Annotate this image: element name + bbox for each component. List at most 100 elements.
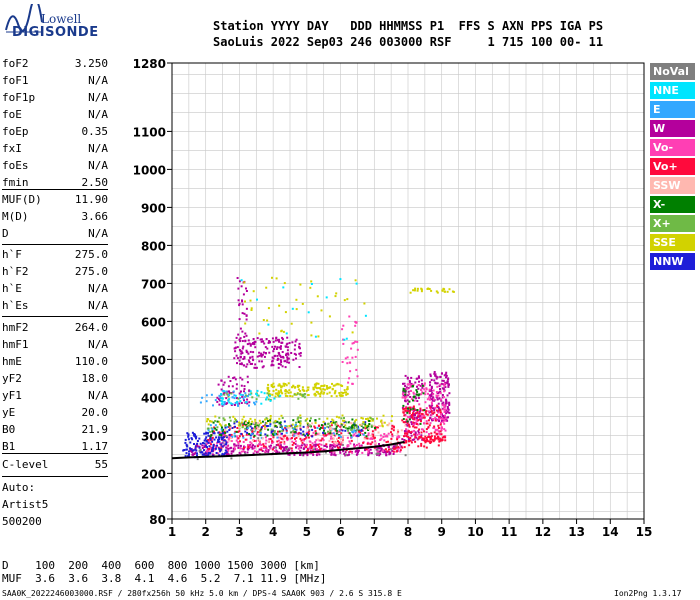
echo-point: [365, 448, 368, 451]
echo-point: [376, 448, 379, 451]
echo-point: [233, 443, 236, 446]
echo-point: [402, 408, 405, 411]
echo-point: [438, 417, 441, 420]
param-value: N/A: [88, 74, 108, 87]
echo-point: [301, 393, 304, 396]
echo-point: [280, 441, 283, 444]
echo-point: [416, 390, 419, 393]
echo-point: [358, 433, 360, 436]
header-line-2: SaoLuis 2022 Sep03 246 003000 RSF 1 715 …: [213, 35, 604, 49]
echo-point: [443, 436, 446, 439]
echo-point: [227, 399, 230, 402]
echo-point: [441, 387, 444, 390]
legend-item-noval: NoVal: [650, 63, 695, 80]
echo-point: [339, 436, 342, 438]
echo-point: [318, 428, 321, 431]
echo-point: [446, 394, 449, 397]
echo-point: [425, 413, 428, 416]
echo-point: [252, 351, 255, 354]
echo-point: [184, 441, 187, 444]
param-name: hmE: [2, 355, 22, 368]
echo-point: [341, 436, 344, 439]
echo-point: [436, 291, 439, 294]
echo-point: [299, 354, 302, 357]
echo-point: [336, 444, 338, 447]
echo-point: [224, 452, 227, 455]
echo-point: [314, 426, 317, 429]
echo-point: [264, 433, 267, 436]
echo-point: [414, 432, 417, 435]
echo-point: [335, 429, 338, 432]
echo-point: [327, 386, 330, 389]
echo-point: [275, 449, 278, 452]
echo-point: [338, 441, 341, 444]
echo-point: [211, 436, 214, 439]
echo-point: [404, 432, 407, 435]
echo-point: [355, 450, 357, 453]
echo-point: [435, 414, 438, 416]
echo-point: [246, 431, 249, 434]
echo-point: [220, 447, 223, 450]
echo-point: [258, 439, 261, 442]
echo-point: [305, 389, 308, 392]
echo-point: [434, 419, 437, 422]
echo-point: [267, 386, 270, 389]
echo-point: [391, 415, 393, 418]
echo-point: [431, 397, 434, 400]
echo-point: [395, 444, 398, 447]
echo-point: [396, 438, 399, 441]
param-row: foEs N/A: [2, 159, 108, 176]
echo-point: [370, 425, 373, 428]
echo-point: [254, 403, 256, 406]
param-name: foEp: [2, 125, 29, 138]
y-tick-label: 800: [141, 239, 166, 253]
echo-point: [420, 420, 422, 423]
echo-point: [308, 429, 311, 432]
echo-point: [330, 428, 332, 430]
echo-point: [330, 432, 333, 435]
echo-point: [337, 424, 340, 427]
echo-point: [256, 431, 259, 434]
echo-point: [267, 341, 270, 344]
echo-point: [260, 428, 263, 431]
echo-point: [433, 435, 436, 438]
echo-point: [274, 354, 277, 357]
echo-point: [193, 443, 195, 445]
echo-point: [320, 439, 323, 442]
echo-point: [386, 435, 389, 438]
echo-point: [322, 431, 325, 434]
echo-point: [401, 396, 404, 399]
echo-point: [410, 414, 413, 416]
echo-point: [293, 432, 296, 435]
echo-point: [262, 445, 265, 448]
echo-point: [438, 420, 441, 423]
echo-point: [223, 391, 226, 394]
echo-point: [219, 442, 222, 445]
echo-point: [425, 387, 428, 390]
echo-point: [256, 337, 259, 340]
series-ssw: [223, 421, 407, 445]
echo-point: [195, 449, 198, 452]
echo-point: [445, 374, 448, 377]
echo-point: [440, 433, 443, 436]
echo-point: [236, 277, 239, 279]
echo-point: [350, 434, 353, 437]
echo-point: [354, 430, 357, 433]
x-tick-label: 5: [303, 525, 311, 539]
echo-point: [429, 422, 432, 425]
echo-point: [266, 396, 269, 399]
echo-point: [347, 431, 350, 434]
echo-point: [341, 414, 344, 417]
echo-point: [425, 440, 428, 443]
echo-point: [412, 407, 415, 410]
echo-point: [281, 417, 284, 419]
echo-point: [346, 386, 349, 389]
param-name: foF2: [2, 57, 29, 70]
echo-point: [245, 351, 248, 353]
echo-point: [334, 389, 337, 392]
echo-point: [290, 322, 293, 325]
echo-point: [241, 303, 244, 306]
echo-point: [209, 450, 212, 453]
echo-point: [316, 448, 318, 451]
echo-point: [438, 407, 440, 410]
